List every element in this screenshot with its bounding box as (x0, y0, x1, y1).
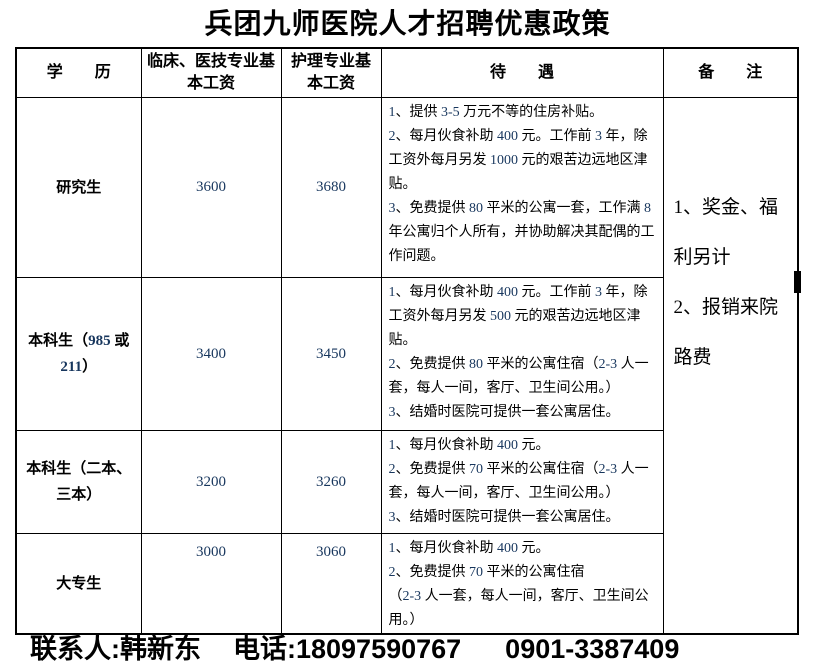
table-row-graduate: 研究生 3600 3680 1、提供 3-5 万元不等的住房补贴。 2、每月伙食… (15, 97, 799, 635)
table-row-bachelor-985-211: 本科生（985 或 211） 3400 3450 1、每月伙食补助 400 元。… (15, 277, 798, 431)
contact-info: 联系人:韩新东 电话:18097590767 0901-3387409 (30, 627, 679, 665)
benefit-item: （2-3 人一套，每人一间，客厅、卫生间公用。） (388, 589, 649, 628)
benefit-item: 2、每月伙食补助 400 元。工作前 3 年，除工资外每月另发 1000 元的艰… (388, 129, 648, 192)
col-header-remark: 备 注 (662, 47, 799, 98)
edge-artifact-mark (794, 271, 801, 293)
col-header-clinical-salary: 临床、医技专业基本工资 (140, 47, 282, 98)
benefits-cell: 1、提供 3-5 万元不等的住房补贴。 2、每月伙食补助 400 元。工作前 3… (380, 97, 664, 278)
benefit-item: 2、免费提供 70 平米的公寓住宿（2-3 人一套，每人一间，客厅、卫生间公用。… (388, 462, 649, 501)
degree-cell: 大专生 (15, 533, 142, 635)
nursing-salary-cell: 3260 (280, 430, 382, 534)
nursing-salary-cell: 3060 (280, 533, 382, 635)
contact-phone: 电话:18097590767 (233, 634, 462, 664)
table-row-junior-college: 大专生 3000 3060 1、每月伙食补助 400 元。 2、免费提供 70 … (15, 533, 798, 635)
benefits-cell: 1、每月伙食补助 400 元。工作前 3 年，除工资外每月另发 500 元的艰苦… (380, 277, 664, 431)
clinical-salary-cell: 3600 (140, 97, 282, 278)
col-header-degree: 学 历 (15, 47, 142, 98)
benefits-cell: 1、每月伙食补助 400 元。 2、免费提供 70 平米的公寓住宿 （2-3 人… (380, 533, 664, 635)
clinical-salary-cell: 3200 (140, 430, 282, 534)
remark-item: 1、奖金、福利另计 (673, 197, 779, 268)
benefits-cell: 1、每月伙食补助 400 元。 2、免费提供 70 平米的公寓住宿（2-3 人一… (380, 430, 664, 534)
contact-person: 联系人:韩新东 (30, 627, 201, 665)
contact-phone-alt: 0901-3387409 (505, 634, 680, 664)
degree-cell: 研究生 (15, 97, 142, 278)
benefit-item: 3、结婚时医院可提供一套公寓居住。 (388, 510, 620, 525)
benefit-item: 2、免费提供 80 平米的公寓住宿（2-3 人一套，每人一间，客厅、卫生间公用。… (388, 357, 649, 396)
nursing-salary-cell: 3680 (280, 97, 382, 278)
col-header-nursing-salary: 护理专业基本工资 (280, 47, 382, 98)
clinical-salary-cell: 3400 (140, 277, 282, 431)
benefit-item: 1、每月伙食补助 400 元。 (388, 541, 550, 556)
benefit-item: 1、每月伙食补助 400 元。 (388, 438, 550, 453)
nursing-salary-cell: 3450 (280, 277, 382, 431)
degree-cell: 本科生（985 或 211） (15, 277, 142, 431)
benefit-item: 1、提供 3-5 万元不等的住房补贴。 (388, 105, 604, 120)
clinical-salary-cell: 3000 (140, 533, 282, 635)
table-row-bachelor-2nd-3rd: 本科生（二本、三本） 3200 3260 1、每月伙食补助 400 元。 2、免… (15, 430, 798, 534)
benefit-item: 3、免费提供 80 平米的公寓一套，工作满 8 年公寓归个人所有，并协助解决其配… (388, 201, 655, 264)
benefit-item: 1、每月伙食补助 400 元。工作前 3 年，除工资外每月另发 500 元的艰苦… (388, 285, 648, 348)
degree-cell: 本科生（二本、三本） (15, 430, 142, 534)
benefit-item: 2、免费提供 70 平米的公寓住宿 (388, 565, 585, 580)
page-title: 兵团九师医院人才招聘优惠政策 (204, 9, 611, 40)
remark-item: 2、报销来院路费 (673, 297, 779, 368)
table-header-row: 学 历 临床、医技专业基本工资 护理专业基本工资 待 遇 备 注 (15, 47, 799, 98)
recruitment-policy-table: 学 历 临床、医技专业基本工资 护理专业基本工资 待 遇 备 注 研究生 360… (15, 47, 799, 635)
col-header-benefits: 待 遇 (380, 47, 664, 98)
remark-cell: 1、奖金、福利另计 2、报销来院路费 (662, 97, 799, 635)
benefit-item: 3、结婚时医院可提供一套公寓居住。 (388, 405, 620, 420)
